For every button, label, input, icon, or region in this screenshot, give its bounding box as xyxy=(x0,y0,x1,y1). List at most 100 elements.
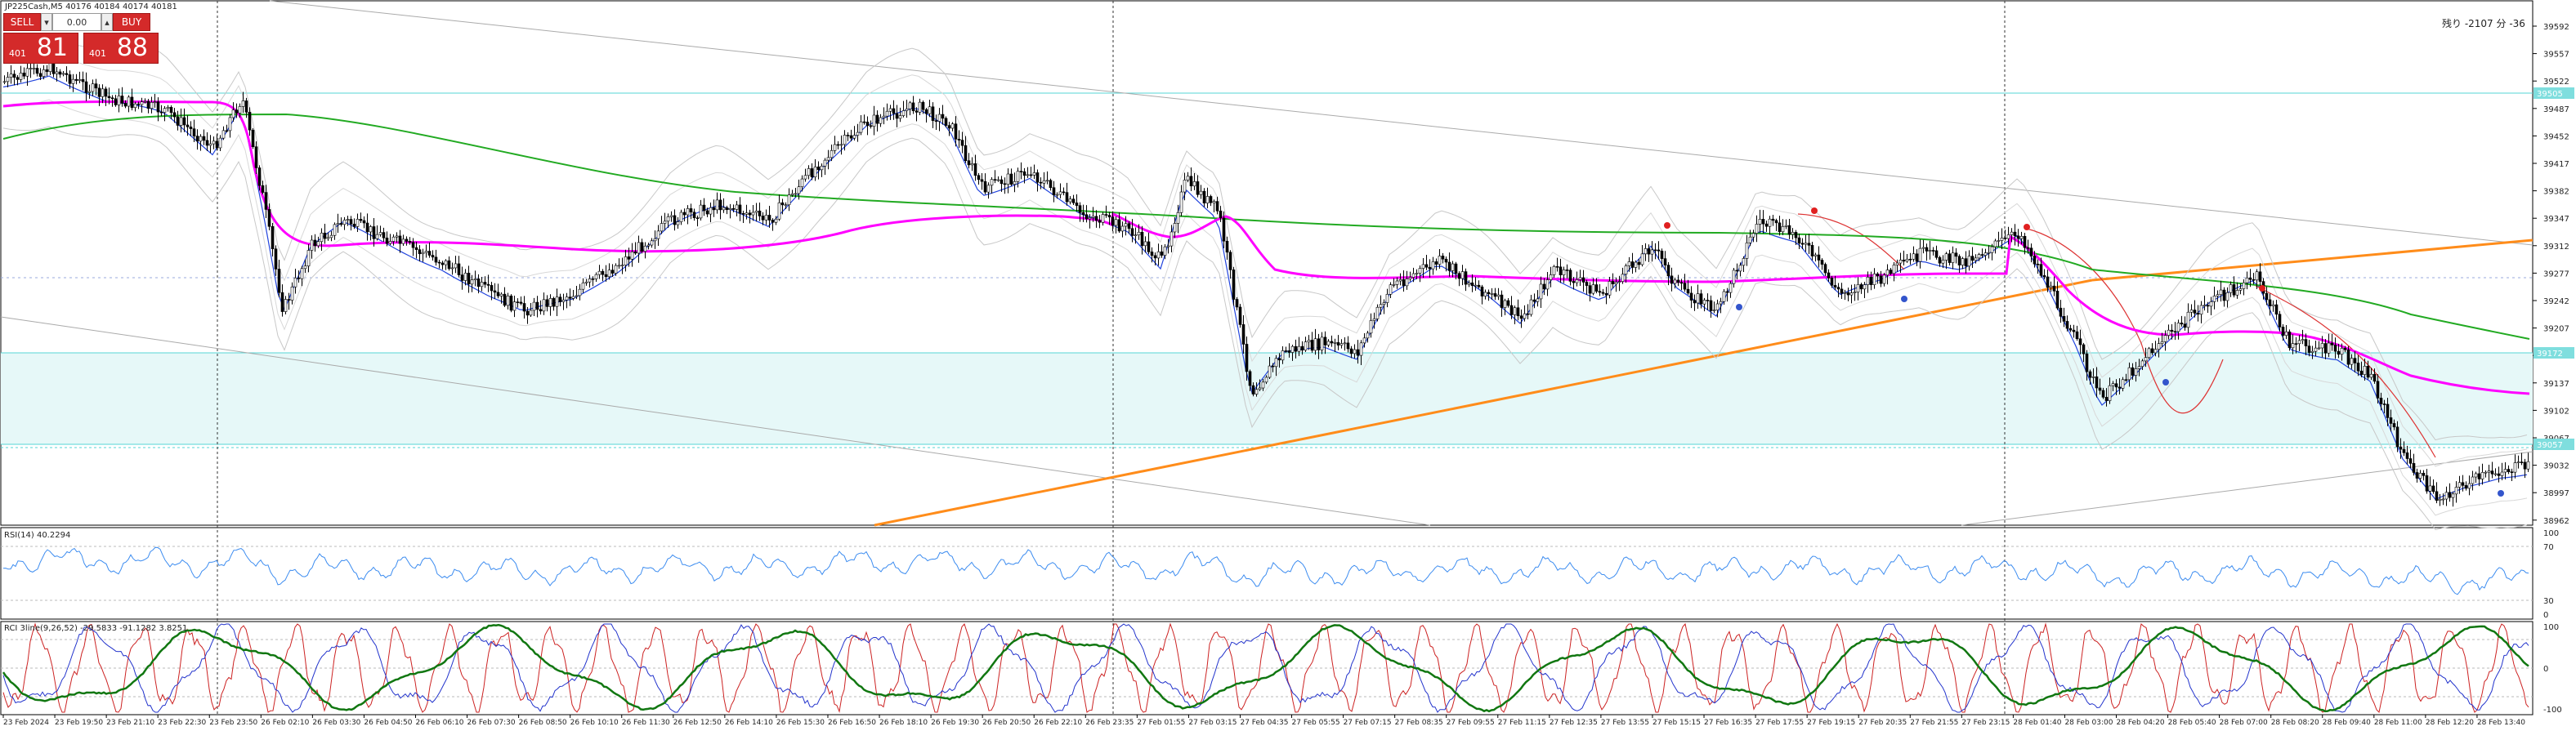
candle-body[interactable] xyxy=(1647,248,1651,255)
candle-body[interactable] xyxy=(153,101,157,103)
candle-body[interactable] xyxy=(882,115,886,118)
candle-body[interactable] xyxy=(1163,246,1167,256)
candle-body[interactable] xyxy=(1199,190,1203,195)
candle-body[interactable] xyxy=(284,299,288,312)
candle-body[interactable] xyxy=(1539,283,1543,300)
candle-body[interactable] xyxy=(2026,247,2030,249)
candle-body[interactable] xyxy=(450,267,454,270)
candle-body[interactable] xyxy=(928,106,932,114)
candle-body[interactable] xyxy=(2474,473,2478,478)
candle-body[interactable] xyxy=(1248,371,1252,386)
candle-body[interactable] xyxy=(1483,292,1487,296)
candle-body[interactable] xyxy=(2379,398,2383,404)
candle-body[interactable] xyxy=(1644,248,1648,255)
candle-body[interactable] xyxy=(19,73,23,80)
candle-body[interactable] xyxy=(414,247,418,250)
candle-body[interactable] xyxy=(467,273,471,285)
candle-body[interactable] xyxy=(2160,341,2164,345)
candle-body[interactable] xyxy=(2189,310,2194,313)
candle-body[interactable] xyxy=(2209,301,2213,307)
candle-body[interactable] xyxy=(1313,338,1317,351)
candle-body[interactable] xyxy=(1062,191,1066,194)
candle-body[interactable] xyxy=(1330,341,1334,344)
candle-body[interactable] xyxy=(359,219,363,221)
candle-body[interactable] xyxy=(333,224,337,236)
candle-body[interactable] xyxy=(911,102,915,111)
candle-body[interactable] xyxy=(1114,219,1118,226)
candle-body[interactable] xyxy=(1094,216,1098,221)
candle-body[interactable] xyxy=(2225,292,2229,301)
candle-body[interactable] xyxy=(532,301,536,311)
candle-body[interactable] xyxy=(1294,345,1298,352)
candle-body[interactable] xyxy=(2480,472,2484,479)
candle-body[interactable] xyxy=(1088,217,1092,220)
candle-body[interactable] xyxy=(1993,240,1997,247)
candle-body[interactable] xyxy=(424,251,428,253)
candle-body[interactable] xyxy=(123,103,127,107)
candle-body[interactable] xyxy=(1634,261,1638,268)
candle-body[interactable] xyxy=(1742,258,1746,266)
candle-body[interactable] xyxy=(1444,258,1448,263)
candle-body[interactable] xyxy=(1362,337,1366,344)
candle-body[interactable] xyxy=(2222,289,2226,301)
candle-body[interactable] xyxy=(908,102,912,109)
candle-body[interactable] xyxy=(1183,180,1187,193)
candle-body[interactable] xyxy=(454,263,458,269)
candle-body[interactable] xyxy=(1134,234,1138,236)
candle-body[interactable] xyxy=(1898,259,1903,264)
candle-body[interactable] xyxy=(238,106,242,114)
candle-body[interactable] xyxy=(918,101,922,113)
candle-body[interactable] xyxy=(1006,173,1010,185)
candle-body[interactable] xyxy=(1166,245,1170,247)
candle-body[interactable] xyxy=(2297,340,2301,345)
candle-body[interactable] xyxy=(1016,171,1020,182)
candle-body[interactable] xyxy=(1581,277,1585,283)
candle-body[interactable] xyxy=(1987,252,1991,254)
candle-body[interactable] xyxy=(107,96,111,99)
candle-body[interactable] xyxy=(199,136,203,142)
candle-body[interactable] xyxy=(2451,493,2455,498)
candle-body[interactable] xyxy=(898,115,902,119)
candle-body[interactable] xyxy=(68,74,72,84)
candle-body[interactable] xyxy=(9,74,13,78)
candle-body[interactable] xyxy=(94,83,98,89)
candle-body[interactable] xyxy=(892,108,896,114)
candle-body[interactable] xyxy=(1173,223,1177,233)
candle-body[interactable] xyxy=(2405,452,2409,459)
candle-body[interactable] xyxy=(1075,203,1079,206)
candle-body[interactable] xyxy=(731,207,736,210)
candle-body[interactable] xyxy=(2140,360,2144,367)
candle-body[interactable] xyxy=(516,301,520,303)
candle-body[interactable] xyxy=(1408,277,1412,279)
candle-body[interactable] xyxy=(905,109,909,111)
candle-body[interactable] xyxy=(1895,262,1899,265)
candle-body[interactable] xyxy=(2320,343,2324,349)
candle-body[interactable] xyxy=(653,238,657,242)
candle-body[interactable] xyxy=(1009,173,1013,185)
candle-body[interactable] xyxy=(617,265,621,267)
candle-body[interactable] xyxy=(1392,284,1396,286)
candle-body[interactable] xyxy=(476,279,481,287)
candle-body[interactable] xyxy=(1039,181,1043,184)
candle-body[interactable] xyxy=(1810,245,1814,256)
candle-body[interactable] xyxy=(1111,216,1115,226)
candle-body[interactable] xyxy=(578,288,582,296)
candle-body[interactable] xyxy=(2010,231,2014,235)
candle-body[interactable] xyxy=(1712,310,1716,311)
candle-body[interactable] xyxy=(1768,218,1772,227)
candle-body[interactable] xyxy=(1487,292,1491,295)
candle-body[interactable] xyxy=(548,298,552,307)
candle-body[interactable] xyxy=(221,130,226,139)
candle-body[interactable] xyxy=(722,207,726,211)
candle-body[interactable] xyxy=(2431,485,2435,493)
candle-body[interactable] xyxy=(1594,284,1599,292)
candle-body[interactable] xyxy=(241,100,245,107)
candle-body[interactable] xyxy=(336,223,340,225)
volume-down-button[interactable]: ▾ xyxy=(41,13,52,31)
candle-body[interactable] xyxy=(1761,219,1765,225)
candle-body[interactable] xyxy=(117,96,121,105)
candle-body[interactable] xyxy=(1219,210,1223,219)
candle-body[interactable] xyxy=(2265,292,2269,301)
candle-body[interactable] xyxy=(712,207,716,211)
